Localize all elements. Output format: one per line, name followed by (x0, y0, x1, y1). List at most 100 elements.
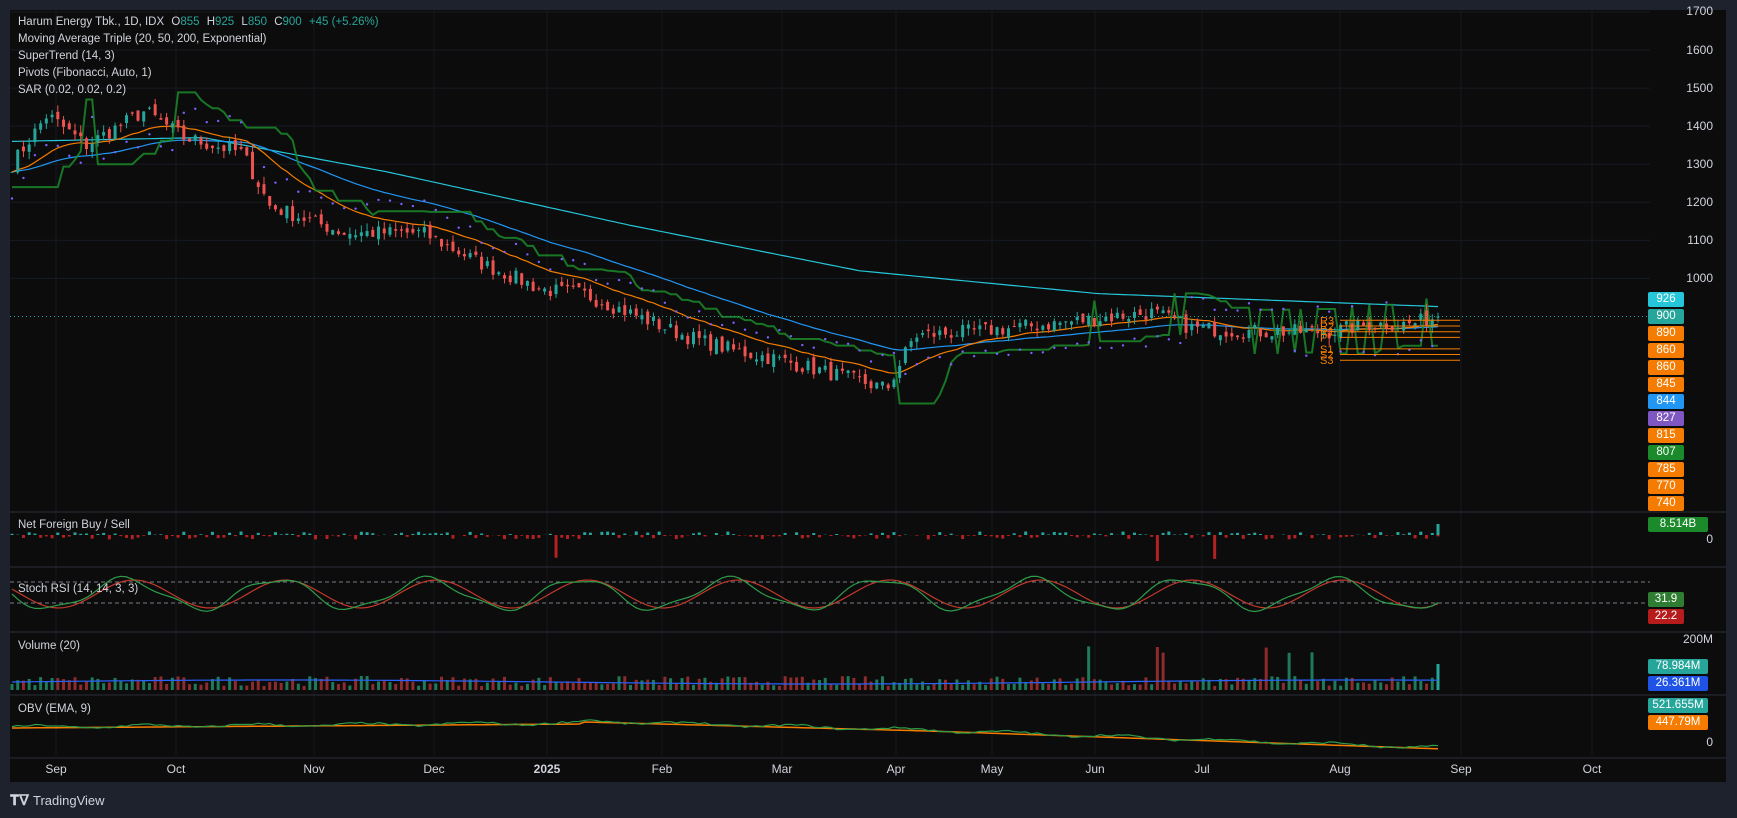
symbol-legend[interactable]: Harum Energy Tbk., 1D, IDX O855 H925 L85… (18, 16, 379, 28)
legend-supertrend[interactable]: SuperTrend (14, 3) (18, 50, 115, 62)
badge-obv-ema: 447.79M (1648, 715, 1708, 730)
volume-bar (462, 678, 466, 690)
foreign-bar (737, 535, 741, 536)
candle-body (554, 284, 558, 295)
candle-body (1293, 324, 1297, 335)
volume-bar (680, 678, 684, 690)
foreign-bar (503, 535, 507, 540)
close-value: 900 (282, 16, 302, 28)
volume-bar (783, 676, 787, 690)
candle-body (39, 123, 43, 130)
time-tick: Apr (886, 762, 906, 776)
candle-body (159, 118, 163, 120)
foreign-bar (566, 535, 570, 539)
sar-dot (331, 202, 334, 205)
volume-bar (629, 684, 633, 690)
badge-pivot-r2: 860 (1648, 343, 1684, 358)
sar-dot (778, 328, 781, 332)
candle-body (984, 322, 988, 325)
candle-body (806, 360, 810, 371)
supertrend-line (12, 91, 1438, 405)
candle-body (245, 147, 249, 156)
foreign-bar (617, 535, 621, 538)
volume-bar (577, 678, 581, 690)
sar-dot (388, 199, 392, 202)
candle-body (445, 244, 449, 246)
candle-body (961, 324, 965, 338)
foreign-bar (806, 535, 810, 538)
pivot-label: R3 (1320, 315, 1334, 327)
sar-dot (1339, 350, 1342, 353)
foreign-bar (749, 535, 753, 537)
foreign-bar (1058, 532, 1062, 535)
candle-body (348, 233, 352, 239)
brand[interactable]: 𝐓∇ TradingView (10, 792, 105, 809)
candle-body (674, 325, 678, 339)
volume-bar (342, 682, 346, 690)
foreign-bar (1425, 535, 1429, 539)
sar-dot (491, 246, 495, 250)
volume-bar (417, 685, 421, 690)
volume-bar (377, 681, 381, 690)
candle-body (153, 104, 157, 116)
foreign-bar (732, 534, 736, 535)
legend-ma[interactable]: Moving Average Triple (20, 50, 200, Expo… (18, 33, 267, 45)
candle-body (1270, 336, 1274, 340)
legend-pivots[interactable]: Pivots (Fibonacci, Auto, 1) (18, 67, 152, 79)
foreign-bar (1190, 535, 1194, 538)
volume-bar (657, 685, 661, 690)
volume-bar (308, 676, 312, 690)
sar-dot (950, 363, 953, 366)
volume-bar (921, 681, 925, 690)
candle-body (262, 184, 266, 194)
volume-bar (44, 682, 48, 690)
sar-dot (869, 360, 873, 363)
candle-body (331, 230, 335, 235)
volume-bar (468, 679, 472, 690)
candle-body (1304, 329, 1308, 333)
volume-bar (296, 683, 300, 690)
candle-body (33, 128, 37, 143)
volume-bar (1178, 681, 1182, 690)
price-tick: 1600 (1686, 43, 1713, 57)
volume-bar (1213, 685, 1217, 690)
sar-dot (239, 121, 243, 124)
foreign-bar (79, 533, 83, 535)
sar-dot (560, 257, 563, 261)
chart-canvas[interactable] (10, 10, 1726, 782)
foreign-bar (119, 535, 123, 537)
volume-bar (514, 682, 518, 690)
foreign-bar (182, 531, 186, 535)
legend-volume[interactable]: Volume (20) (18, 640, 81, 652)
sar-dot (434, 208, 437, 212)
candle-body (989, 325, 993, 335)
volume-bar (560, 682, 564, 690)
foreign-bar (405, 535, 409, 537)
candle-body (193, 135, 197, 141)
foreign-bar (21, 535, 25, 538)
volume-bar (1339, 685, 1343, 690)
sar-dot (789, 334, 793, 338)
volume-bar (1281, 682, 1285, 690)
foreign-bar (1310, 535, 1314, 539)
legend-stoch[interactable]: Stoch RSI (14, 14, 3, 3) (18, 583, 139, 595)
candle-body (411, 228, 415, 233)
candle-body (898, 365, 902, 378)
volume-bar (474, 678, 478, 690)
price-tick: 1700 (1686, 4, 1713, 18)
legend-sar[interactable]: SAR (0.02, 0.02, 0.2) (18, 84, 127, 96)
candle-body (686, 335, 690, 345)
legend-foreign[interactable]: Net Foreign Buy / Sell (18, 519, 130, 531)
tradingview-logo-icon: 𝐓∇ (10, 792, 29, 808)
candle-body (491, 260, 495, 275)
volume-bar (365, 676, 369, 690)
volume-bar (754, 681, 758, 690)
sar-dot (1007, 353, 1010, 357)
time-tick: Nov (303, 762, 325, 776)
volume-bar (1184, 683, 1188, 690)
legend-obv[interactable]: OBV (EMA, 9) (18, 703, 91, 715)
sar-dot (663, 301, 667, 305)
candle-body (170, 123, 174, 128)
foreign-bar (1264, 535, 1268, 540)
